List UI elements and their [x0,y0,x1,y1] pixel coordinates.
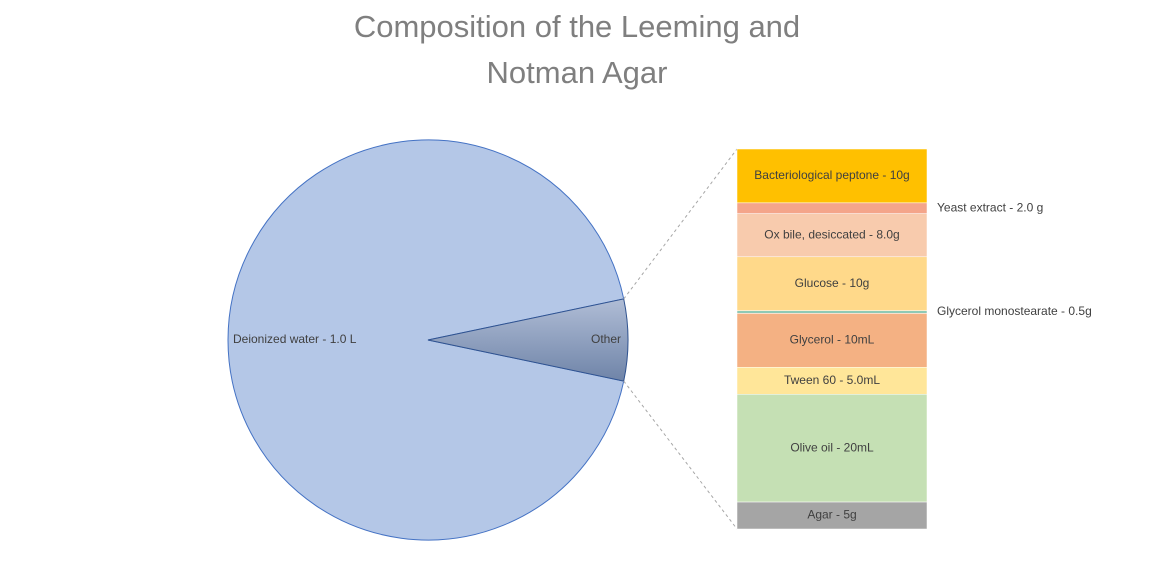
bar-segment [736,148,928,204]
pie-label: Deionized water - 1.0 L [233,332,357,346]
pie-slice [227,139,625,541]
bar-segment [736,393,928,503]
connector [623,148,738,300]
bar-segment [736,213,928,258]
segment-label: Glucose - 10g [795,276,870,290]
segment-label: Bacteriological peptone - 10g [754,168,909,182]
bar-segment [736,256,928,311]
bar-segment [736,313,928,368]
segment-label: Glycerol - 10mL [790,333,875,347]
chart-title: Composition of the Leeming and Notman Ag… [353,9,801,90]
segment-label: Agar - 5g [807,508,856,522]
segment-label: Glycerol monostearate - 0.5g [937,304,1092,318]
segment-label: Yeast extract - 2.0 g [937,200,1043,214]
bar-segment [736,367,928,395]
segment-label: Ox bile, desiccated - 8.0g [764,227,899,241]
pie-slice-other [427,298,629,382]
segment-label: Olive oil - 20mL [790,440,874,454]
bar-segment [736,202,928,214]
bar-segment [736,310,928,314]
bar-segment [736,501,928,530]
pie-label: Other [591,332,621,346]
connector [623,380,738,530]
segment-label: Tween 60 - 5.0mL [784,373,880,387]
